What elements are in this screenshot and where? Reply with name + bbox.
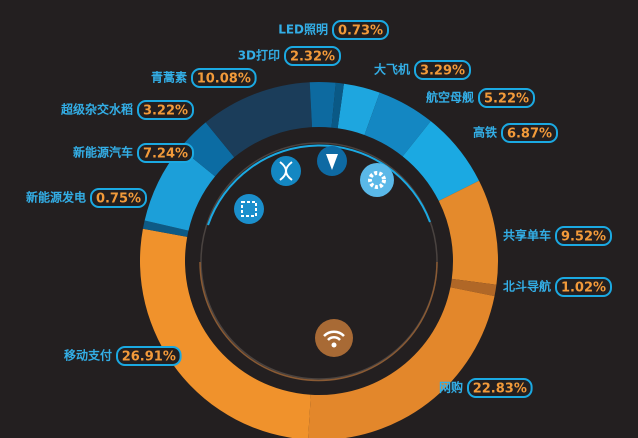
donut-segment <box>402 121 480 201</box>
category-label: 共享单车 <box>503 228 551 243</box>
value-label: 3.29% <box>420 64 465 79</box>
value-label: 2.32% <box>290 50 335 65</box>
donut-segment <box>308 287 495 438</box>
donut-segment <box>139 228 311 438</box>
icon-wifi-dot <box>331 342 337 348</box>
value-label: 0.73% <box>338 24 383 39</box>
category-label: 移动支付 <box>64 348 112 363</box>
icon-grid <box>234 194 264 224</box>
category-label: 北斗导航 <box>503 279 551 294</box>
icon-grid-shape <box>241 201 257 217</box>
value-label: 0.75% <box>96 192 141 207</box>
value-label: 7.24% <box>143 147 188 162</box>
category-label: 新能源汽车 <box>73 145 133 160</box>
donut-segment <box>450 278 497 297</box>
icon-dna-shape <box>279 161 293 181</box>
value-box <box>284 46 341 66</box>
value-box <box>116 346 182 366</box>
value-box <box>414 60 471 80</box>
inner-arc-blue <box>207 144 431 226</box>
value-label: 5.22% <box>484 92 529 107</box>
category-label: LED照明 <box>278 22 328 37</box>
labels: 大飞机 3.29% 航空母舰 5.22% 高铁 6.87% 共享单车 9.52% 北斗导航 1.0… <box>26 20 612 398</box>
value-label: 1.02% <box>561 281 606 296</box>
value-box <box>555 226 612 246</box>
icon-wifi-shape <box>323 330 345 341</box>
donut-segment <box>205 82 313 158</box>
donut-segment <box>144 148 216 231</box>
category-label: 大飞机 <box>374 62 410 77</box>
value-label: 3.22% <box>143 104 188 119</box>
icon-gear-shape <box>368 171 386 189</box>
donut-segment <box>364 92 431 157</box>
category-label: 网购 <box>439 380 463 395</box>
value-box <box>137 100 194 120</box>
value-box <box>555 277 612 297</box>
value-box <box>478 88 535 108</box>
value-box <box>467 378 533 398</box>
value-box <box>137 143 194 163</box>
donut-segment <box>142 220 189 237</box>
category-label: 新能源发电 <box>26 190 86 205</box>
inner-circle <box>200 142 438 380</box>
icon-gear <box>360 163 394 197</box>
value-label: 26.91% <box>122 350 176 365</box>
donut-segment <box>337 83 380 135</box>
category-label: 高铁 <box>473 125 497 140</box>
value-label: 6.87% <box>507 127 552 142</box>
donut-segment <box>438 180 498 285</box>
value-box <box>191 68 257 88</box>
inner-arc-orange <box>199 261 438 382</box>
inner-decor <box>199 142 438 382</box>
ring <box>139 82 498 438</box>
value-label: 9.52% <box>561 230 606 245</box>
category-label: 超级杂交水稻 <box>60 102 133 117</box>
donut-segment <box>180 122 235 177</box>
donut-segment <box>309 82 336 128</box>
category-label: 航空母舰 <box>426 90 474 105</box>
value-box <box>501 123 558 143</box>
value-box <box>332 20 389 40</box>
icon-plane-shape <box>326 154 338 170</box>
value-label: 22.83% <box>473 382 527 397</box>
donut-segment <box>331 82 344 129</box>
value-box <box>90 188 147 208</box>
value-label: 10.08% <box>197 72 251 87</box>
category-label: 青蒿素 <box>151 70 187 85</box>
category-label: 3D打印 <box>238 48 280 63</box>
